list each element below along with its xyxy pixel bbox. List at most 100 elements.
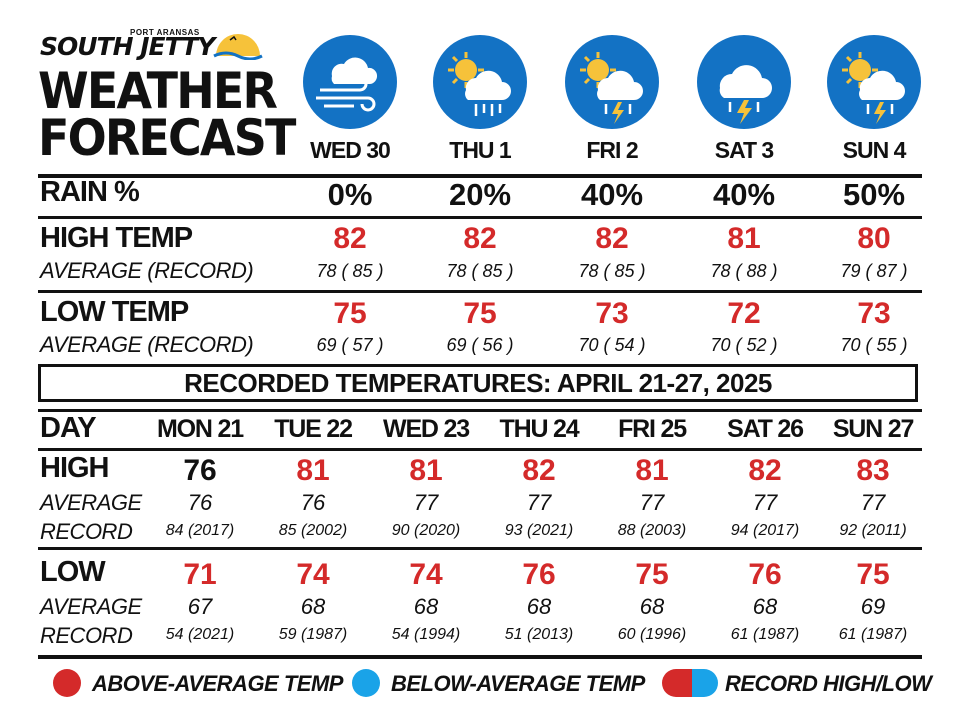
- recorded-low-average: 68: [413, 594, 439, 619]
- sun-cloud-storm-icon: [564, 34, 660, 130]
- recorded-day-label: MON 21: [157, 415, 244, 443]
- sun-cloud-rain-icon: [432, 34, 528, 130]
- forecast-day-label: SUN 4: [842, 137, 907, 163]
- high-avg-record-label: AVERAGE (RECORD): [40, 258, 254, 283]
- high-temp-value: 82: [463, 222, 497, 255]
- high-label: HIGH: [40, 452, 109, 484]
- forecast-day-label: THU 1: [449, 137, 511, 163]
- forecast-day-label: FRI 2: [586, 137, 638, 163]
- recorded-low-average: 68: [752, 594, 778, 619]
- sunset-icon: [213, 34, 263, 60]
- recorded-low-value: 75: [856, 558, 890, 591]
- recorded-low-average: 69: [860, 594, 886, 619]
- recorded-low-record: 61 (1987): [730, 626, 800, 643]
- high-temp-value: 81: [727, 222, 761, 255]
- recorded-high-average: 76: [300, 490, 326, 515]
- recorded-low-average: 68: [639, 594, 665, 619]
- low-temp-value: 73: [857, 297, 891, 330]
- recorded-high-record: 94 (2017): [730, 522, 800, 539]
- recorded-high-value: 82: [522, 454, 556, 487]
- record-high-low-pill: [662, 669, 718, 697]
- recorded-high-average: 77: [860, 490, 886, 515]
- brand-logo: PORT ARANSAS SOUTH JETTY: [40, 28, 265, 64]
- recorded-day-label: FRI 25: [618, 415, 687, 443]
- recorded-low-value: 74: [296, 558, 330, 591]
- high-temp-value: 80: [857, 222, 891, 255]
- recorded-day-label: SAT 26: [727, 415, 804, 443]
- recorded-high-average: 77: [413, 490, 439, 515]
- recorded-high-value: 81: [296, 454, 330, 487]
- recorded-high-average: 76: [187, 490, 213, 515]
- divider: [38, 448, 922, 451]
- recorded-low-average: 67: [187, 594, 213, 619]
- low-avg-record-value: 69 ( 56 ): [446, 335, 514, 355]
- recorded-high-average: 77: [752, 490, 778, 515]
- forecast-day-label: SAT 3: [714, 137, 774, 163]
- high-temp-value: 82: [595, 222, 629, 255]
- divider: [38, 547, 922, 550]
- day-label: DAY: [40, 412, 97, 444]
- divider: [38, 216, 922, 219]
- low-temp-label: LOW TEMP: [40, 296, 189, 328]
- recorded-day-label: TUE 22: [274, 415, 353, 443]
- low-avg-record-label: AVERAGE (RECORD): [40, 332, 254, 357]
- high-avg-record-value: 78 ( 85 ): [446, 261, 514, 281]
- record-label: RECORD: [40, 519, 133, 544]
- recorded-high-value: 81: [409, 454, 443, 487]
- forecast-day-label: WED 30: [310, 137, 391, 163]
- recorded-high-record: 84 (2017): [165, 522, 235, 539]
- record-legend: RECORD HIGH/LOW: [725, 671, 932, 696]
- recorded-low-value: 74: [409, 558, 443, 591]
- low-temp-value: 73: [595, 297, 629, 330]
- recorded-high-value: 76: [183, 454, 217, 487]
- recorded-low-average: 68: [526, 594, 552, 619]
- high-temp-value: 82: [333, 222, 367, 255]
- recorded-high-record: 92 (2011): [839, 522, 907, 539]
- brand-small-text: PORT ARANSAS: [130, 28, 200, 37]
- recorded-low-value: 76: [748, 558, 782, 591]
- recorded-low-record: 54 (2021): [165, 626, 235, 643]
- recorded-low-average: 68: [300, 594, 326, 619]
- low-avg-record-value: 69 ( 57 ): [316, 335, 384, 355]
- average-label: AVERAGE: [40, 594, 142, 619]
- wind-cloud-icon: [302, 34, 398, 130]
- recorded-high-record: 85 (2002): [278, 522, 348, 539]
- recorded-low-value: 71: [183, 558, 217, 591]
- rain-value: 50%: [842, 177, 906, 212]
- recorded-high-record: 90 (2020): [391, 522, 461, 539]
- recorded-high-record: 88 (2003): [617, 522, 687, 539]
- recorded-low-record: 51 (2013): [504, 626, 574, 643]
- record-label: RECORD: [40, 623, 133, 648]
- below-average-legend: BELOW-AVERAGE TEMP: [391, 671, 645, 696]
- rain-value: 20%: [448, 177, 512, 212]
- above-average-legend: ABOVE-AVERAGE TEMP: [92, 671, 343, 696]
- sun-cloud-storm-icon: [826, 34, 922, 130]
- divider: [38, 174, 922, 178]
- title-weather: WEATHER: [38, 62, 278, 120]
- high-avg-record-value: 79 ( 87 ): [840, 261, 908, 281]
- average-label: AVERAGE: [40, 490, 142, 515]
- recorded-high-average: 77: [526, 490, 552, 515]
- low-temp-value: 75: [463, 297, 497, 330]
- high-avg-record-value: 78 ( 85 ): [316, 261, 384, 281]
- high-temp-label: HIGH TEMP: [40, 222, 193, 254]
- low-avg-record-value: 70 ( 54 ): [578, 335, 646, 355]
- rain-label: RAIN %: [40, 176, 140, 208]
- recorded-high-average: 77: [639, 490, 665, 515]
- low-label: LOW: [40, 556, 106, 588]
- recorded-low-value: 76: [522, 558, 556, 591]
- recorded-day-label: SUN 27: [832, 415, 915, 443]
- low-temp-value: 72: [727, 297, 761, 330]
- brand-text: SOUTH JETTY: [40, 32, 215, 61]
- recorded-day-label: WED 23: [383, 415, 470, 443]
- above-average-dot: [53, 669, 81, 697]
- low-temp-value: 75: [333, 297, 367, 330]
- divider: [38, 290, 922, 293]
- divider: [38, 655, 922, 659]
- recorded-low-record: 59 (1987): [278, 626, 348, 643]
- recorded-low-value: 75: [635, 558, 669, 591]
- high-avg-record-value: 78 ( 88 ): [710, 261, 778, 281]
- below-average-dot: [352, 669, 380, 697]
- divider: [38, 409, 922, 412]
- recorded-low-record: 60 (1996): [617, 626, 687, 643]
